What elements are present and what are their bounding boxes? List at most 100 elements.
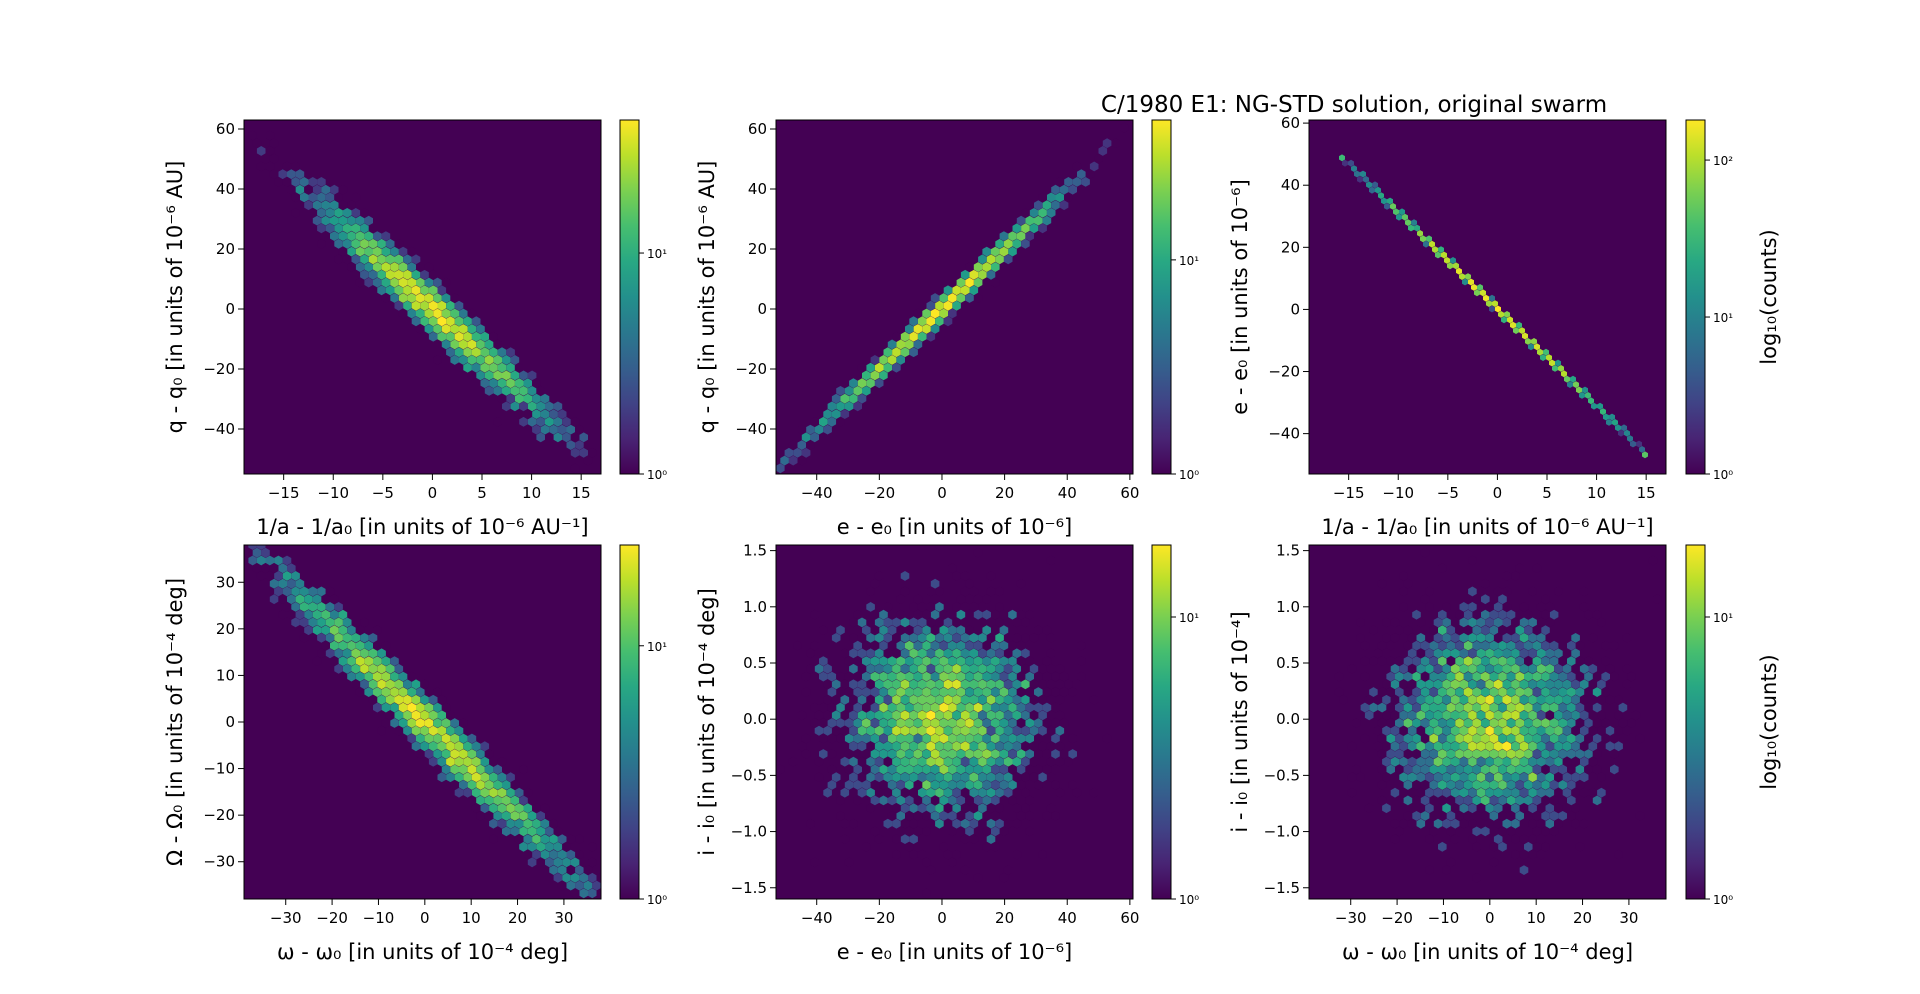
hexbin-cell <box>596 888 601 899</box>
hexbin-cell <box>248 555 257 566</box>
hexbin-cell <box>334 192 343 203</box>
hexbin-cell <box>338 184 348 195</box>
hexbin-cell <box>1472 656 1481 666</box>
hexbin-cell <box>1579 787 1589 798</box>
hexbin-cell <box>1382 803 1391 814</box>
hexbin-cell <box>1600 408 1606 415</box>
hexbin-cell <box>956 640 966 651</box>
hexbin-cell <box>1089 694 1099 705</box>
hexbin-cell <box>1468 834 1477 844</box>
hexbin-cell <box>312 656 322 666</box>
x-tick-label: −20 <box>864 484 896 502</box>
hexbin-cell <box>1481 671 1490 682</box>
hexbin-cell <box>1541 764 1550 775</box>
hexbin-cell <box>317 177 326 187</box>
hexbin-cell <box>1594 397 1600 405</box>
hexbin-cell <box>870 718 880 728</box>
hexbin-cell <box>381 293 391 303</box>
hexbin-cell <box>1519 633 1529 643</box>
hexbin-cell <box>570 463 580 474</box>
hexbin-cell <box>948 718 957 728</box>
hexbin-cell <box>390 671 399 682</box>
hexbin-cell <box>1558 718 1567 728</box>
hexbin-cell <box>523 409 533 419</box>
hexbin-cell <box>982 246 991 257</box>
hexbin-cell <box>939 702 948 713</box>
hexbin-cell <box>879 795 888 806</box>
hexbin-cell <box>1506 702 1516 713</box>
hexbin-cell <box>1339 154 1345 162</box>
hexbin-cell <box>1474 289 1480 297</box>
hexbin-cell <box>909 694 918 705</box>
hexbin-cell <box>441 718 451 728</box>
hexbin-cell <box>433 733 442 744</box>
hexbin-cell <box>862 718 871 728</box>
hexbin-cell <box>1403 811 1413 821</box>
hexbin-cell <box>1412 780 1421 790</box>
hexbin-cell <box>1561 370 1567 378</box>
y-tick-label: −40 <box>203 420 235 438</box>
hexbin-cell <box>1456 267 1462 275</box>
hexbin-cell <box>1571 648 1580 659</box>
hexbin-cell <box>1438 811 1447 821</box>
hexbin-cell <box>480 787 490 798</box>
hexbin-cell <box>1597 679 1606 690</box>
hexbin-cell <box>965 277 974 288</box>
hexbin-cell <box>978 741 987 752</box>
hexbin-cell <box>364 671 373 682</box>
hexbin-cell <box>450 749 459 759</box>
hexbin-cell <box>991 795 1000 806</box>
hexbin-cell <box>493 811 502 821</box>
hexbin-cell <box>956 718 966 728</box>
hexbin-cell <box>969 269 979 280</box>
hexbin-cell <box>1648 555 1658 566</box>
hexbin-cell <box>1588 633 1598 643</box>
hexbin-cell <box>463 362 472 373</box>
hexbin-cell <box>1635 733 1645 744</box>
hexbin-cell <box>527 401 537 412</box>
hexbin-cell <box>1055 725 1065 736</box>
hexbin-cell <box>1481 609 1490 620</box>
y-tick-label: −0.5 <box>731 766 767 784</box>
hexbin-cell <box>909 347 918 358</box>
hexbin-cell <box>532 834 541 844</box>
hexbin-cells <box>1334 547 1666 883</box>
hexbin-cell <box>1459 633 1469 643</box>
hexbin-cell <box>1532 625 1542 636</box>
hexbin-cell <box>1377 687 1387 697</box>
hexbin-cell <box>922 702 931 713</box>
hexbin-cell <box>424 733 434 744</box>
hexbin-cell <box>1025 702 1034 713</box>
y-tick-label: −1.0 <box>1264 823 1300 841</box>
hexbin-cell <box>1507 316 1513 324</box>
hexbin-cell <box>1541 609 1550 620</box>
hexbin-cell <box>1405 219 1411 226</box>
colorbar-tick-label: 10⁰ <box>1179 893 1199 907</box>
hexbin-cell <box>1034 200 1043 211</box>
hexbin-cell <box>446 316 455 327</box>
hexbin-cell <box>1407 663 1417 674</box>
hexbin-cell <box>1408 224 1414 232</box>
hexbin-cell <box>1601 640 1610 651</box>
hexbin-cell <box>917 633 927 643</box>
hexbin-cell <box>784 447 794 458</box>
hexbin-cell <box>1541 780 1550 790</box>
hexbin-cell <box>450 339 459 350</box>
hexbin-cell <box>519 811 528 821</box>
hexbin-cell <box>909 741 918 752</box>
hexbin-cell <box>1377 718 1387 728</box>
hexbin-cell <box>1579 663 1589 674</box>
hexbin-cell <box>364 640 373 651</box>
hexbin-cell <box>454 756 464 767</box>
hexbin-cell <box>973 609 983 620</box>
hexbin-cell <box>844 733 854 744</box>
hexbin-cell <box>317 586 326 597</box>
hexbin-cell <box>1051 780 1060 790</box>
hexbin-cell <box>1012 849 1022 860</box>
hexbin-cell <box>1571 803 1580 814</box>
hexbin-cell <box>879 656 888 666</box>
hexbin-cell <box>986 741 996 752</box>
hexbin-cell <box>1477 284 1483 291</box>
hexbin-cell <box>849 679 858 690</box>
hexbin-cell <box>917 602 927 612</box>
